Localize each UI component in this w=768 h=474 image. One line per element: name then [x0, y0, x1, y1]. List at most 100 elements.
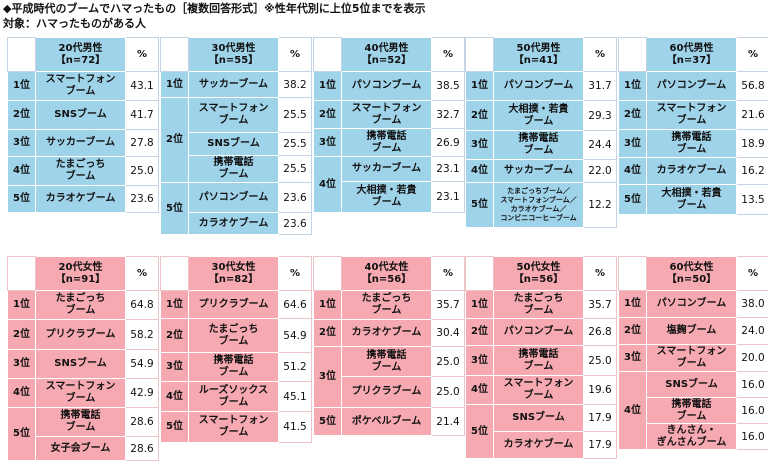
rank-cell: 5位: [7, 407, 36, 461]
value-cell: 25.0: [431, 346, 465, 377]
item-label: 携帯電話 ブーム: [671, 131, 712, 155]
item-cell: SNSブーム: [35, 100, 126, 130]
table-row: 3位 携帯電話 ブーム 51.2: [160, 352, 312, 382]
item-label: パソコンブーム: [656, 298, 727, 309]
item-cell: SNSブーム: [493, 404, 584, 432]
item-label: カラオケブーム: [351, 327, 422, 338]
group-header: 50代男性 【n=41】: [493, 37, 584, 72]
sample-size: 【n=50】: [666, 273, 717, 285]
group-label: 40代男性: [364, 42, 409, 54]
male-table-1: 20代男性 【n=72】% 1位 スマートフォン ブーム 43.1 2位 SNSブーム 41.…: [7, 37, 159, 213]
percent-header: %: [125, 37, 159, 72]
female-table-2: 30代女性 【n=82】% 1位 プリクラブーム 64.6 2位 たまごっち ブーム 54.9…: [160, 256, 312, 443]
rank-cell: 5位: [7, 185, 36, 213]
rank-cell: 1位: [313, 290, 342, 320]
table-row: 3位 携帯電話 ブーム 25.0: [313, 346, 465, 408]
rank-cell: 1位: [465, 71, 494, 101]
item-label: カラオケブーム: [503, 439, 574, 450]
male-table-2: 30代男性 【n=55】% 1位 サッカーブーム 38.2 2位 スマートフォン ブーム 25…: [160, 37, 312, 235]
item-cell: ポケベルブーム: [341, 407, 432, 436]
item-label: スマートフォン ブーム: [656, 346, 727, 369]
table-row: 4位 SNSブーム 16.0: [618, 371, 768, 450]
table-header: 40代女性 【n=56】%: [313, 256, 465, 291]
value-cell: 31.7: [583, 71, 617, 101]
table-row: きんさん・ ぎんさんブーム 16.0: [619, 423, 768, 450]
table-row: プリクラブーム 25.0: [314, 376, 465, 408]
group-label: 50代女性: [516, 261, 561, 273]
value-cell: 26.9: [431, 128, 465, 157]
table-row: 3位 サッカーブーム 27.8: [7, 129, 159, 157]
percent-header: %: [583, 37, 617, 72]
item-cell: 塩麹ブーム: [646, 317, 737, 345]
rank-cell: 5位: [160, 411, 189, 443]
value-cell: 19.6: [583, 375, 617, 405]
table-row: 5位 たまごっちブーム／ スマートフォンブーム／ カラオケブーム／ コンビニコーヒ…: [465, 182, 617, 228]
table-row: 2位 スマートフォン ブーム 21.6: [618, 100, 768, 130]
table-row: カラオケブーム 23.6: [161, 212, 312, 235]
table-row: 4位 スマートフォン ブーム 42.9: [7, 378, 159, 408]
item-cell: 携帯電話 ブーム: [188, 155, 279, 183]
value-cell: 12.2: [583, 182, 617, 228]
table-header: 60代女性 【n=50】%: [618, 256, 768, 291]
item-label: サッカーブーム: [351, 163, 422, 174]
item-cell: スマートフォン ブーム: [646, 100, 737, 130]
value-cell: 21.6: [736, 100, 768, 130]
table-row: 2位 スマートフォン ブーム 32.7: [313, 100, 465, 129]
item-label: スマートフォン ブーム: [198, 103, 269, 126]
item-cell: カラオケブーム: [35, 185, 126, 213]
rank-cell: 5位: [313, 407, 342, 436]
item-label: 携帯電話 ブーム: [518, 348, 559, 372]
item-cell: 携帯電話 ブーム: [646, 129, 737, 158]
item-cell: スマートフォン ブーム: [493, 375, 584, 405]
value-cell: 24.4: [583, 130, 617, 160]
group-label: 30代女性: [211, 261, 256, 273]
rank-cell: 1位: [313, 71, 342, 101]
header-blank: [313, 37, 342, 72]
item-label: SNSブーム: [54, 109, 107, 120]
item-label: たまごっち ブーム: [55, 159, 106, 182]
table-row: 1位 サッカーブーム 38.2: [160, 71, 312, 98]
item-label: スマートフォン ブーム: [656, 103, 727, 126]
item-cell: パソコンブーム: [646, 71, 737, 101]
table-row: 5位 携帯電話 ブーム 28.6: [7, 407, 159, 461]
value-cell: 25.5: [278, 97, 312, 133]
item-cell: 携帯電話 ブーム: [341, 128, 432, 157]
male-table-3: 40代男性 【n=52】% 1位 パソコンブーム 38.5 2位 スマートフォン ブーム 32…: [313, 37, 465, 213]
rank-cell: 5位: [618, 184, 647, 215]
item-label: パソコンブーム: [351, 80, 422, 91]
item-label: 携帯電話 ブーム: [213, 355, 254, 378]
item-label: 携帯電話 ブーム: [366, 130, 407, 154]
item-cell: 携帯電話 ブーム: [188, 352, 279, 382]
group-header: 30代男性 【n=55】: [188, 37, 279, 72]
item-label: たまごっちブーム／ スマートフォンブーム／ カラオケブーム／ コンビニコーヒーブ…: [500, 187, 577, 222]
percent-header: %: [278, 256, 312, 291]
item-label: パソコンブーム: [656, 80, 727, 91]
table-row: 3位 携帯電話 ブーム 25.0: [465, 345, 617, 376]
rank-cell: 2位: [618, 317, 647, 345]
item-cell: スマートフォン ブーム: [35, 71, 126, 101]
value-cell: 64.8: [125, 290, 159, 320]
rank-cell: 3位: [313, 346, 342, 408]
rank-cell: 3位: [465, 130, 494, 160]
value-cell: 29.3: [583, 100, 617, 131]
value-cell: 17.9: [583, 431, 617, 459]
item-cell: スマートフォン ブーム: [188, 97, 279, 133]
item-label: SNSブーム: [207, 138, 260, 149]
header-blank: [465, 37, 494, 72]
item-cell: カラオケブーム: [341, 319, 432, 347]
percent-header: %: [736, 37, 768, 72]
table-row: 5位 SNSブーム 17.9: [465, 404, 617, 459]
rank-cell: 2位: [465, 318, 494, 346]
value-cell: 45.1: [278, 381, 312, 412]
table-row: 2位 SNSブーム 41.7: [7, 100, 159, 130]
value-cell: 38.0: [736, 290, 768, 318]
item-cell: スマートフォン ブーム: [341, 100, 432, 129]
item-label: サッカーブーム: [198, 78, 269, 90]
value-cell: 41.7: [125, 100, 159, 130]
value-cell: 42.9: [125, 378, 159, 408]
table-row: 1位 プリクラブーム 64.6: [160, 290, 312, 319]
table-row: 5位 ポケベルブーム 21.4: [313, 407, 465, 436]
item-label: 女子会ブーム: [50, 442, 111, 454]
percent-header: %: [431, 37, 465, 72]
table-row: 1位 スマートフォン ブーム 43.1: [7, 71, 159, 101]
